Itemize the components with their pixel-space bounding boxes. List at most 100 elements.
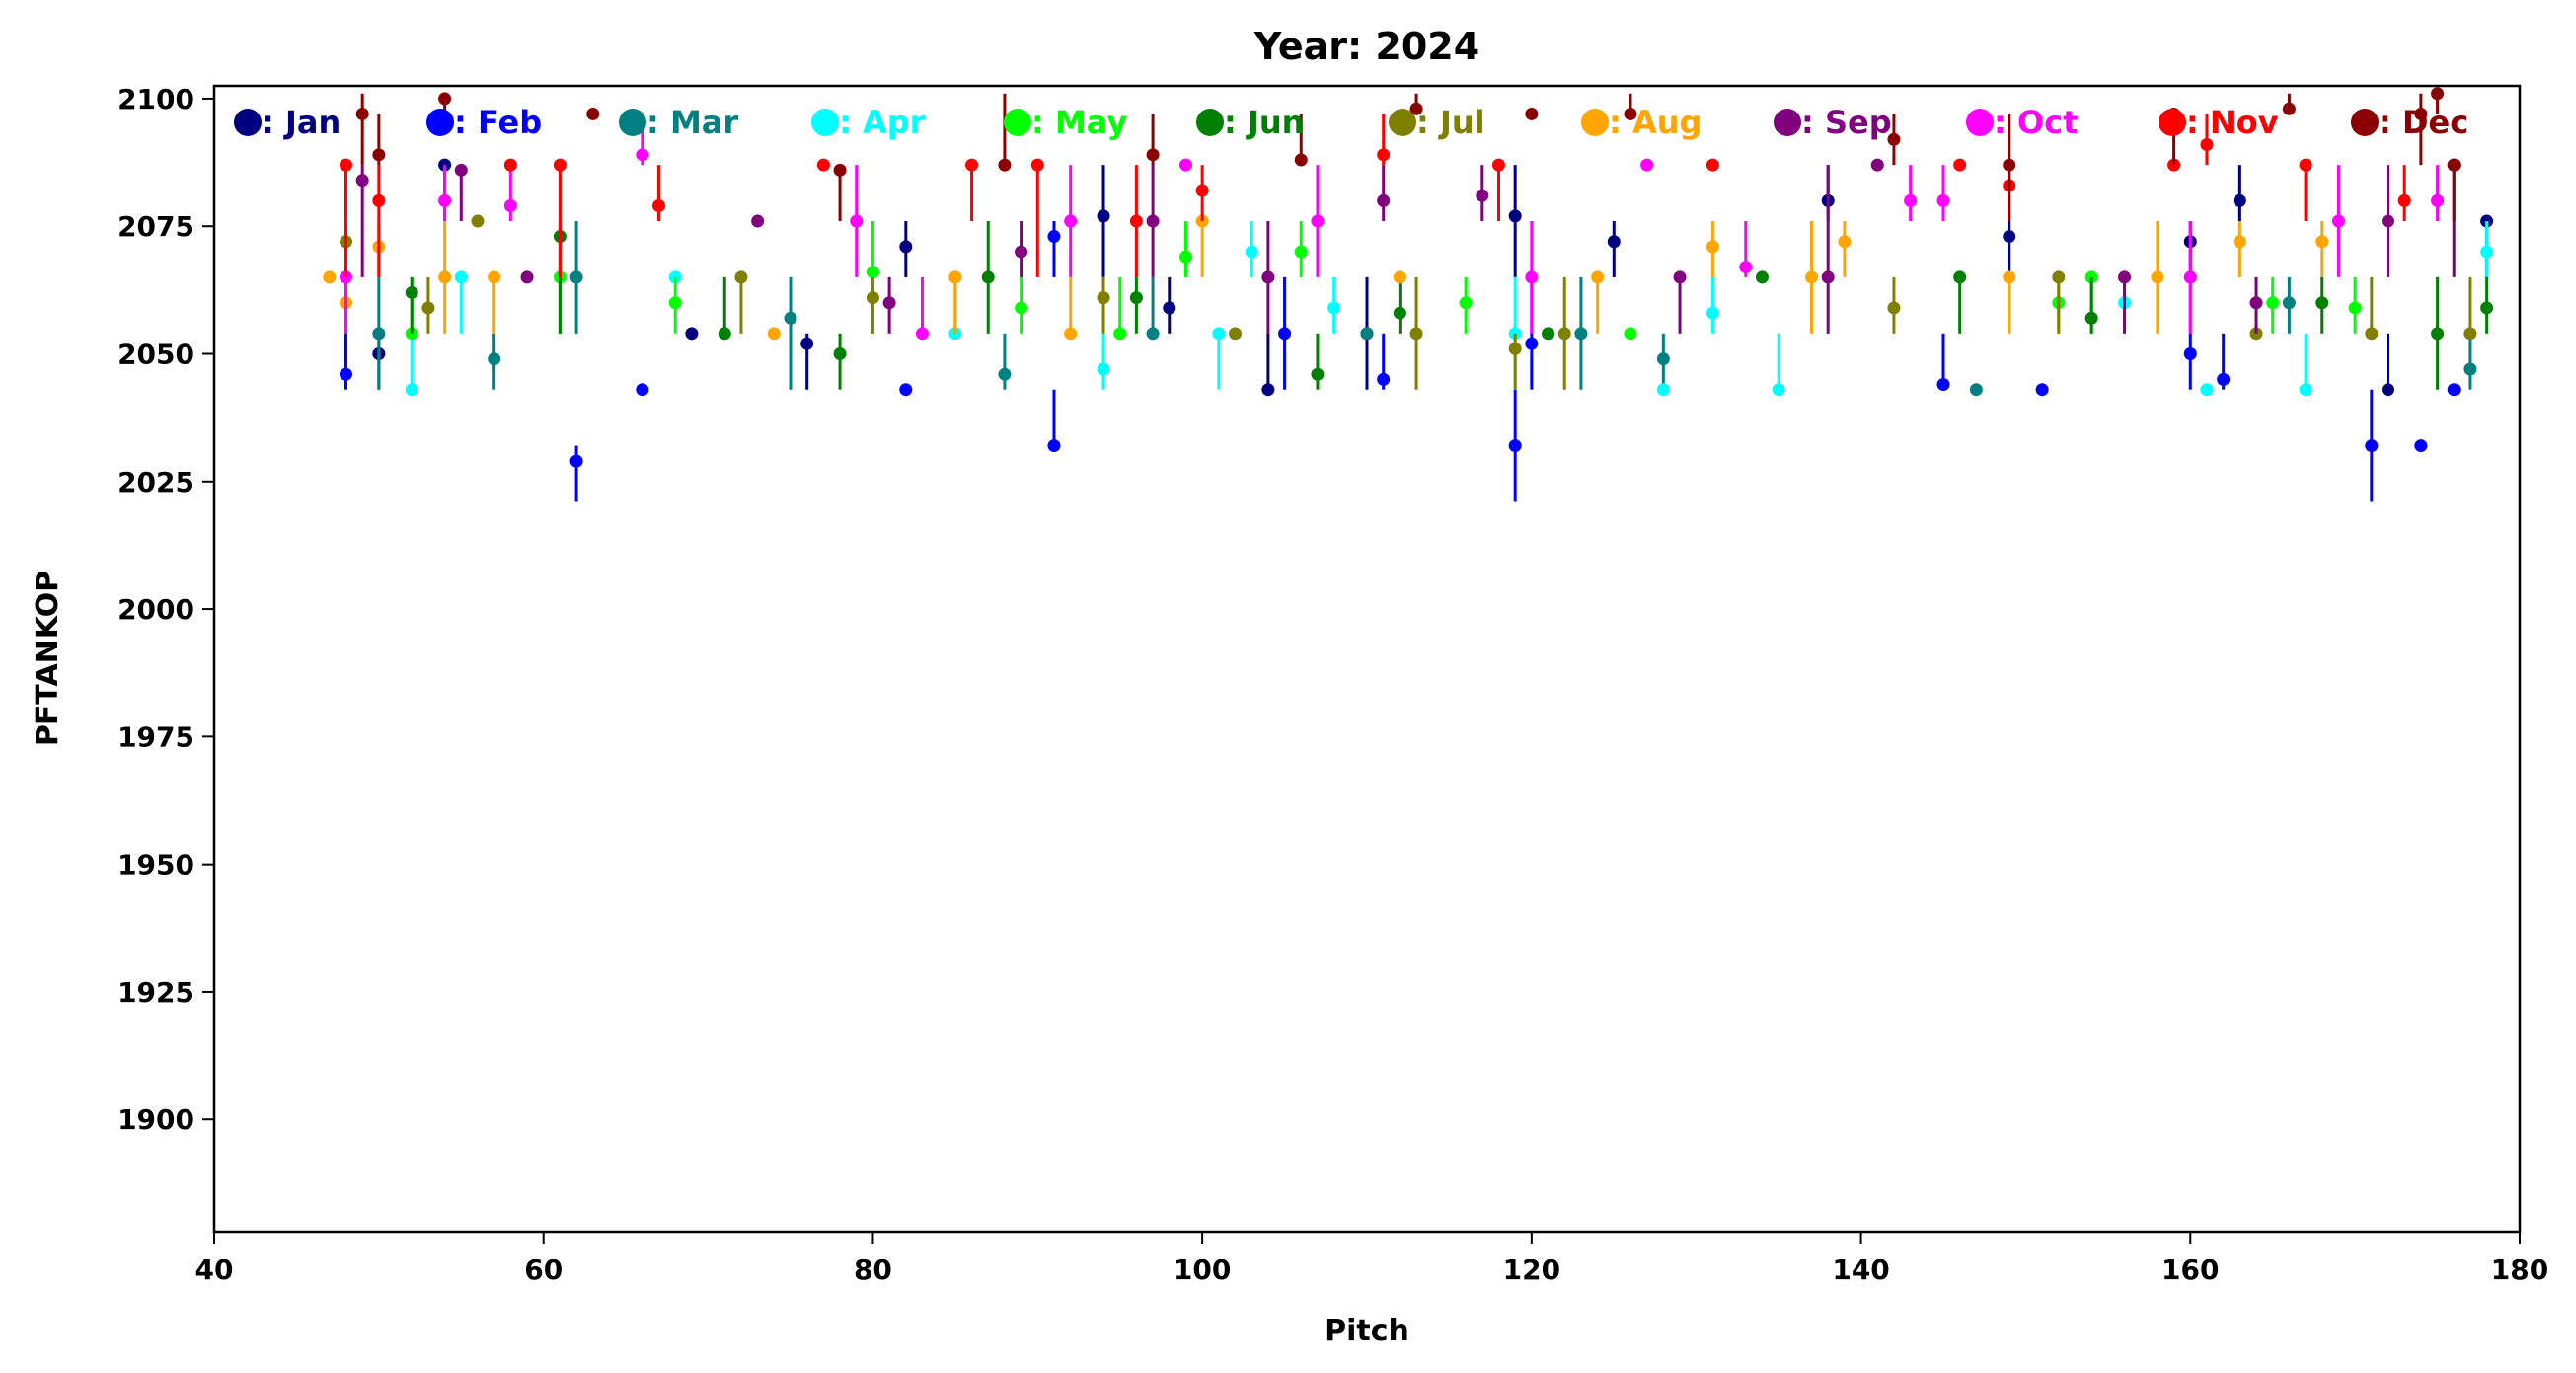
series-nov <box>339 114 2411 277</box>
data-point <box>2315 296 2329 310</box>
data-point <box>1409 327 1423 341</box>
data-point <box>339 158 352 172</box>
series-oct <box>339 114 2445 341</box>
data-point <box>1969 383 1983 397</box>
data-point <box>981 270 995 284</box>
data-point <box>1508 439 1522 453</box>
legend-label: : Nov <box>2186 104 2279 141</box>
data-point <box>948 270 962 284</box>
data-point <box>1064 214 1078 228</box>
data-point <box>1294 153 1308 167</box>
data-point <box>2282 102 2296 115</box>
data-point <box>784 311 797 325</box>
data-point <box>882 296 896 310</box>
data-point <box>503 158 517 172</box>
data-point <box>2003 158 2016 172</box>
legend-label: : Aug <box>1609 104 1702 141</box>
data-point <box>1739 261 1753 274</box>
data-point <box>734 270 748 284</box>
data-point <box>1327 301 1341 315</box>
x-tick-label: 60 <box>524 1254 563 1286</box>
chart-title: Year: 2024 <box>1253 25 1479 68</box>
data-point <box>1508 209 1522 223</box>
data-point <box>372 327 386 341</box>
data-point <box>1705 240 1719 254</box>
data-point <box>998 158 1012 172</box>
data-point <box>2003 230 2016 244</box>
legend-marker <box>426 109 454 136</box>
data-point <box>2447 383 2461 397</box>
data-point <box>2266 296 2280 310</box>
data-point <box>2397 193 2411 207</box>
data-point <box>866 291 879 305</box>
data-point <box>1525 270 1539 284</box>
legend-label: : Mar <box>646 104 738 141</box>
data-point <box>1097 362 1110 376</box>
data-point <box>488 270 501 284</box>
legend-marker <box>1004 109 1031 136</box>
data-point <box>1656 352 1670 366</box>
data-point <box>553 158 567 172</box>
legend-label: : Sep <box>1801 104 1892 141</box>
data-point <box>2414 107 2428 120</box>
legend-label: : Dec <box>2379 104 2468 141</box>
data-point <box>1146 214 1160 228</box>
data-point <box>1508 342 1522 355</box>
data-point <box>405 383 418 397</box>
data-point <box>2447 158 2461 172</box>
data-point <box>355 107 369 120</box>
data-point <box>1229 327 1243 341</box>
data-point <box>652 199 666 213</box>
data-point <box>2382 383 2395 397</box>
x-axis-label: Pitch <box>1325 1314 1409 1348</box>
data-point <box>899 383 913 397</box>
data-point <box>1607 235 1621 249</box>
data-point <box>1525 337 1539 350</box>
data-point <box>1097 291 1110 305</box>
data-point <box>405 285 418 299</box>
data-point <box>1624 107 1637 120</box>
data-point <box>471 214 485 228</box>
data-point <box>1113 327 1127 341</box>
data-point <box>1294 245 1308 259</box>
data-point <box>438 270 452 284</box>
data-point <box>2365 439 2379 453</box>
y-tick-label: 2075 <box>117 210 194 243</box>
series-mar <box>372 221 2477 397</box>
x-tick-label: 120 <box>1503 1254 1560 1286</box>
data-point <box>2233 235 2246 249</box>
data-point <box>1377 148 1391 162</box>
legend: : Jan: Feb: Mar: Apr: May: Jun: Jul: Aug… <box>234 104 2468 141</box>
legend-marker <box>1966 109 1994 136</box>
data-point <box>1178 250 1192 264</box>
data-point <box>866 266 879 279</box>
data-point <box>586 107 600 120</box>
data-point <box>2183 347 2197 361</box>
data-point <box>1705 306 1719 320</box>
data-point <box>569 454 583 468</box>
x-tick-label: 40 <box>195 1254 234 1286</box>
x-tick-label: 160 <box>2161 1254 2219 1286</box>
data-point <box>2151 270 2164 284</box>
data-point <box>800 337 814 350</box>
series-feb <box>339 221 2461 502</box>
legend-marker <box>2351 109 2379 136</box>
data-point <box>323 270 337 284</box>
x-tick-label: 140 <box>1832 1254 1889 1286</box>
series-jul <box>339 214 2477 390</box>
data-point <box>816 158 830 172</box>
legend-marker <box>2159 109 2186 136</box>
y-tick-label: 2000 <box>117 593 194 626</box>
data-point <box>1904 193 1918 207</box>
data-point <box>1015 301 1028 315</box>
legend-label: : Feb <box>454 104 542 141</box>
data-point <box>1377 193 1391 207</box>
data-point <box>2118 270 2132 284</box>
legend-marker <box>811 109 839 136</box>
data-point <box>1936 193 1950 207</box>
data-point <box>1097 209 1110 223</box>
x-tick-label: 100 <box>1174 1254 1231 1286</box>
legend-item: : Sep <box>1774 104 1892 141</box>
plot-area <box>323 87 2494 502</box>
y-axis: 1900 1925 1950 1975 2000 2025 2050 2075 2100 <box>117 83 214 1136</box>
